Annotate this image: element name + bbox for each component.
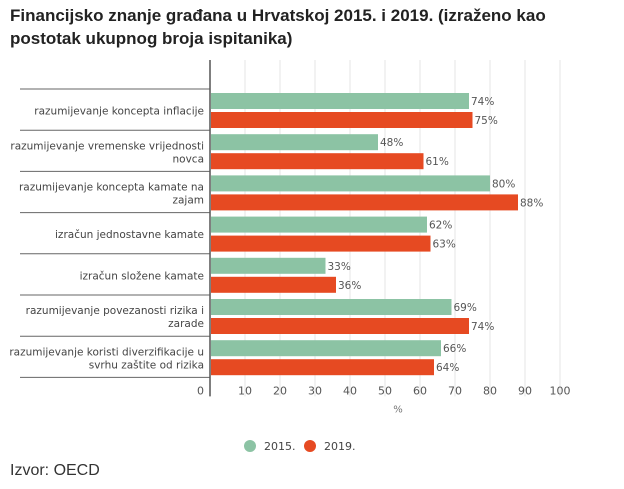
category-separators — [20, 88, 210, 378]
data-label: 48% — [380, 137, 403, 149]
x-tick-label: 90 — [518, 384, 532, 397]
data-label: 62% — [429, 220, 452, 232]
legend-item-2019: 2019. — [304, 440, 356, 453]
data-label: 80% — [492, 178, 515, 190]
x-tick-label: 30 — [308, 384, 322, 397]
chart-title: Financijsko znanje građana u Hrvatskoj 2… — [10, 6, 546, 48]
category-label: izračun složene kamate — [80, 270, 204, 282]
category-label: razumijevanje vremenske vrijednosti novca — [10, 140, 204, 165]
bar-2015-4 — [211, 257, 326, 274]
data-label: 33% — [328, 261, 351, 273]
data-label: 75% — [475, 115, 498, 127]
x-tick-label: 60 — [413, 384, 427, 397]
category-label: razumijevanje povezanosti rizika i zarade — [26, 305, 204, 330]
bar-2019-5 — [211, 318, 469, 334]
category-label: razumijevanje koncepta inflacije — [34, 106, 204, 118]
data-label: 61% — [426, 156, 449, 168]
x-tick-label: 0 — [197, 384, 204, 397]
data-label: 74% — [471, 321, 494, 333]
x-tick-label: 50 — [378, 384, 392, 397]
source-note: Izvor: OECD — [10, 462, 100, 479]
data-label: 63% — [433, 239, 456, 251]
legend-swatch — [244, 440, 256, 452]
bar-2015-5 — [211, 299, 452, 315]
bar-2019-3 — [211, 235, 431, 252]
bar-2015-1 — [211, 134, 378, 151]
bar-2015-2 — [211, 175, 490, 192]
bar-2019-0 — [211, 112, 473, 128]
legend-label: 2015. — [264, 440, 296, 453]
bar-2015-0 — [211, 93, 469, 109]
x-tick-label: 70 — [448, 384, 462, 397]
bar-2019-4 — [211, 276, 336, 293]
x-tick-label: 40 — [343, 384, 357, 397]
bar-2019-2 — [211, 194, 518, 211]
legend-item-2015: 2015. — [244, 440, 296, 453]
data-label: 36% — [338, 280, 361, 292]
data-label: 69% — [454, 302, 477, 314]
bar-2015-3 — [211, 216, 427, 233]
category-labels: razumijevanje koncepta inflacije razumije… — [9, 106, 204, 372]
legend: 2015. 2019. — [244, 440, 356, 453]
category-label: razumijevanje koncepta kamate na zajam — [19, 182, 204, 207]
x-tick-label: 100 — [550, 384, 571, 397]
bar-2019-1 — [211, 153, 424, 170]
x-axis-title: % — [393, 404, 403, 415]
bars — [211, 93, 518, 376]
data-label: 64% — [436, 362, 459, 374]
bar-2019-6 — [211, 359, 434, 376]
data-labels: 74% 75% 48% 61% 80% 88% 62% 63% 33% 36% 69% 74% 66% 6… — [328, 96, 544, 374]
x-axis-ticks: 0 10 20 30 40 50 60 70 80 90 100 — [197, 384, 571, 397]
data-label: 66% — [443, 343, 466, 355]
legend-label: 2019. — [324, 440, 356, 453]
x-tick-label: 80 — [483, 384, 497, 397]
bar-2015-6 — [211, 340, 441, 357]
legend-swatch — [304, 440, 316, 452]
x-tick-label: 10 — [238, 384, 252, 397]
data-label: 88% — [520, 197, 543, 209]
data-label: 74% — [471, 96, 494, 108]
x-tick-label: 20 — [273, 384, 287, 397]
category-label: izračun jednostavne kamate — [55, 229, 204, 241]
